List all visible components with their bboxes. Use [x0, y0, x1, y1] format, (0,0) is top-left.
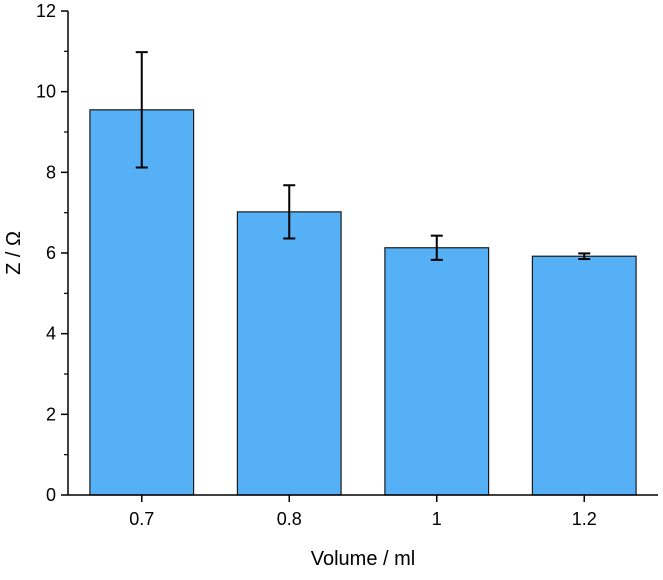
y-tick-label: 2 — [46, 404, 56, 424]
x-tick-label: 1 — [432, 509, 442, 529]
y-tick-label: 4 — [46, 324, 56, 344]
y-ticks: 0 2 4 6 8 10 12 — [36, 1, 68, 505]
bar — [89, 109, 195, 496]
bars-layer — [89, 109, 637, 496]
x-axis-title: Volume / ml — [311, 548, 415, 570]
y-axis-title: Z / Ω — [3, 231, 25, 275]
y-tick-label: 10 — [36, 82, 56, 102]
x-ticks: 0.7 0.8 1 1.2 — [129, 495, 597, 529]
y-tick-label: 0 — [46, 485, 56, 505]
x-tick-label: 1.2 — [572, 509, 597, 529]
error-bars-layer — [135, 51, 591, 261]
x-tick-label: 0.7 — [129, 509, 154, 529]
x-tick-label: 0.8 — [277, 509, 302, 529]
bar — [236, 211, 342, 496]
y-tick-label: 8 — [46, 162, 56, 182]
bar — [531, 255, 637, 496]
bar — [384, 247, 490, 496]
y-tick-label: 12 — [36, 1, 56, 21]
y-tick-label: 6 — [46, 243, 56, 263]
